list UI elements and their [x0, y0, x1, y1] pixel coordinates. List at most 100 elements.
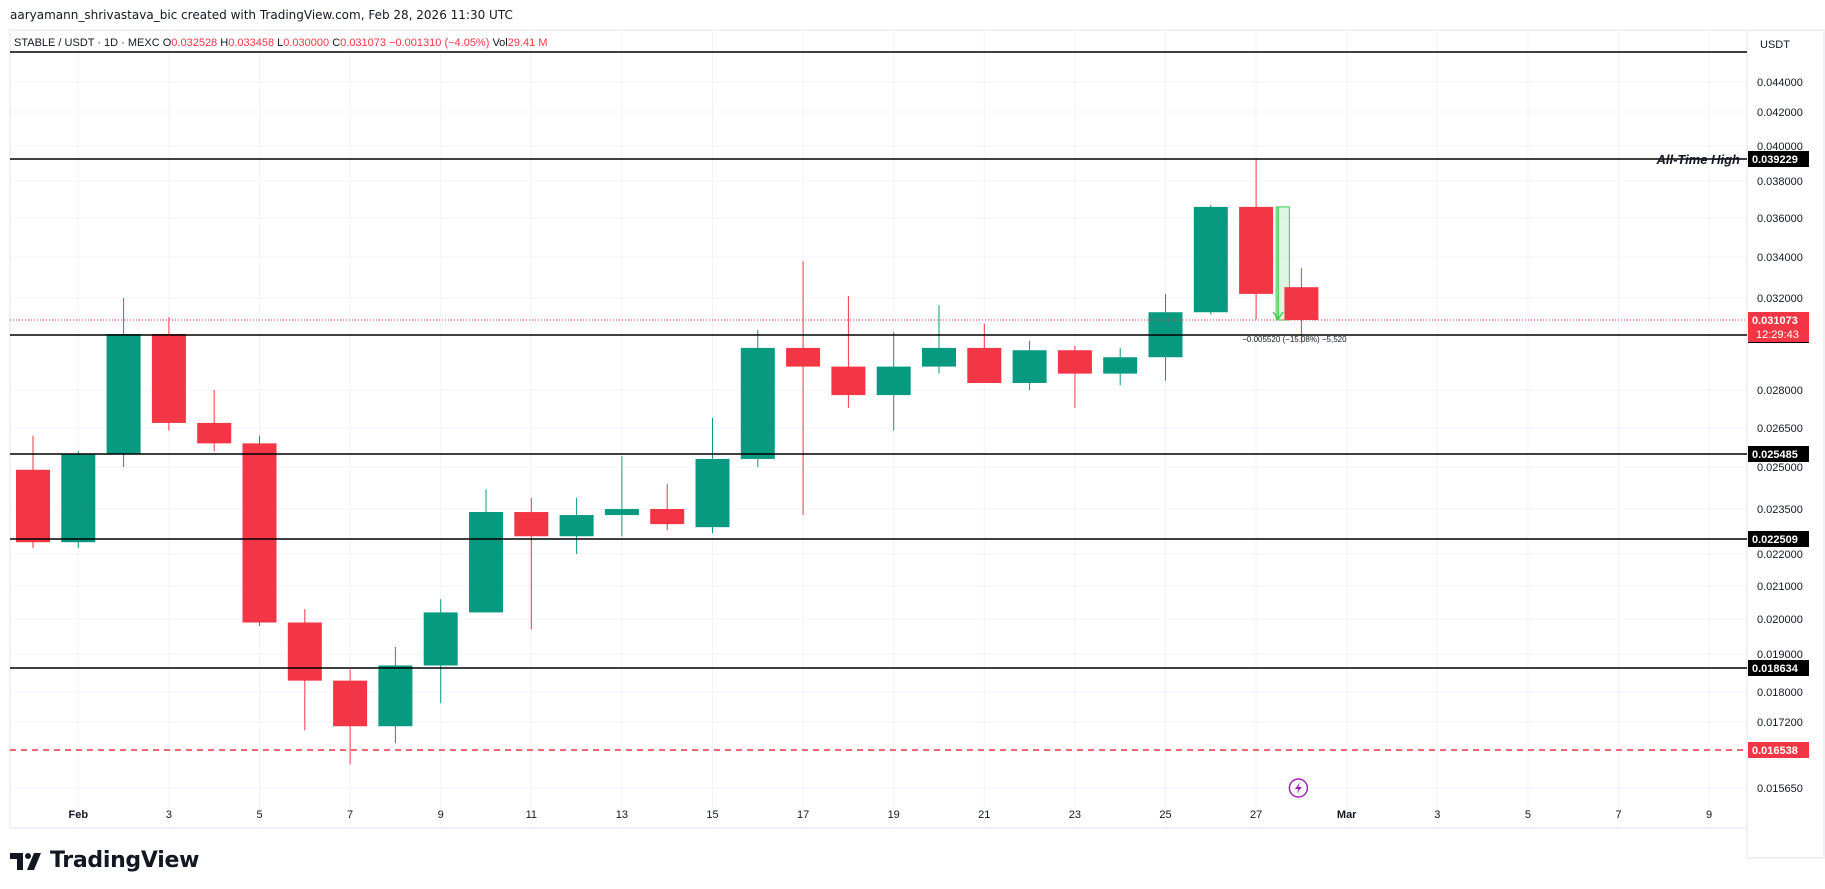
y-tick-label: 0.028000: [1757, 385, 1803, 397]
y-tick-label: 0.025000: [1757, 462, 1803, 474]
candle: [922, 305, 956, 374]
candle: [514, 497, 549, 630]
level-price-label: 0.016538: [1752, 745, 1798, 757]
high-label: H: [220, 37, 228, 49]
measure-arrow-head: [1272, 311, 1284, 321]
candle-body: [469, 512, 503, 613]
candle: [151, 316, 186, 431]
level-price-label: 0.025485: [1752, 449, 1798, 461]
countdown-label: 12:29:43: [1756, 329, 1799, 341]
x-tick-label: 25: [1159, 809, 1171, 821]
candle: [786, 261, 821, 516]
price-axis-frame: [1746, 29, 1825, 859]
candle-body: [1284, 287, 1319, 320]
candle-body: [423, 612, 458, 666]
x-tick-label: 7: [347, 809, 353, 821]
candle: [287, 609, 322, 731]
candle-body: [604, 509, 639, 516]
candle: [740, 329, 775, 467]
y-axis-ticks: 0.044000 0.042000 0.040000 0.038000 0.036000…: [1757, 77, 1803, 795]
tradingview-logo[interactable]: TradingView: [10, 848, 199, 873]
candle: [1239, 159, 1274, 320]
x-tick-label: 15: [706, 809, 718, 821]
high-value: 0.033458: [228, 37, 277, 49]
x-tick-label: 7: [1615, 809, 1621, 821]
y-tick-label: 0.022000: [1757, 549, 1803, 561]
close-label: C: [332, 37, 340, 49]
current-price-label: 0.031073: [1752, 315, 1798, 327]
candle: [1284, 268, 1319, 344]
candle-body: [16, 469, 50, 543]
level-price-label: 0.039229: [1752, 154, 1798, 166]
level-price-badge: [1748, 446, 1809, 462]
candle-body: [1193, 206, 1228, 313]
volume-label: Vol: [492, 37, 507, 49]
candle: [1193, 205, 1228, 315]
chart-credit: aaryamann_shrivastava_bic created with T…: [10, 8, 513, 22]
candle-body: [287, 622, 322, 681]
lightning-event-icon[interactable]: [1288, 778, 1309, 798]
level-price-badge: [1748, 742, 1809, 758]
y-tick-label: 0.018000: [1757, 687, 1803, 699]
candle: [16, 435, 50, 549]
ohlc-legend: STABLE / USDT · 1D · MEXC O0.032528 H0.0…: [14, 37, 547, 49]
y-tick-label: 0.023500: [1757, 504, 1803, 516]
candle-body: [922, 347, 956, 367]
candle-body: [695, 458, 730, 528]
current-price-badge: [1748, 312, 1809, 342]
level-price-badge: [1748, 531, 1809, 547]
low-value: 0.030000: [283, 37, 332, 49]
candle-body: [831, 366, 866, 396]
level-labels: 0.0392290.0303510.0254850.0225090.018634…: [1748, 151, 1809, 758]
candle: [650, 483, 685, 531]
x-tick-label: 5: [256, 809, 262, 821]
x-tick-label: 9: [1706, 809, 1712, 821]
low-label: L: [277, 37, 283, 49]
level-price-badge: [1748, 151, 1809, 167]
x-tick-label: 5: [1525, 809, 1531, 821]
y-tick-label: 0.040000: [1757, 141, 1803, 153]
candle: [695, 417, 730, 534]
candle-body: [242, 443, 277, 623]
levels: [10, 51, 1747, 751]
measure-label: −0.005520 (−15.08%) −5,520: [1242, 335, 1347, 344]
y-tick-label: 0.026500: [1757, 423, 1803, 435]
candle-body: [650, 509, 685, 525]
x-tick-label: 3: [166, 809, 172, 821]
y-tick-label: 0.044000: [1757, 77, 1803, 89]
y-tick-label: 0.019000: [1757, 649, 1803, 661]
y-tick-label: 0.021000: [1757, 581, 1803, 593]
y-tick-label: 0.017200: [1757, 717, 1803, 729]
y-tick-label: 0.020000: [1757, 614, 1803, 626]
volume-value: 29.41 M: [508, 37, 548, 49]
x-tick-label: 17: [797, 809, 809, 821]
candle-body: [514, 512, 549, 537]
y-tick-label: 0.015650: [1757, 783, 1803, 795]
tradingview-logo-text: TradingView: [50, 848, 200, 873]
candle-body: [106, 333, 141, 454]
candle: [106, 298, 141, 467]
y-tick-label: 0.034000: [1757, 252, 1803, 264]
x-tick-label: Mar: [1337, 809, 1357, 821]
x-tick-label: 9: [438, 809, 444, 821]
candle: [423, 599, 458, 704]
candle-body: [967, 347, 1002, 383]
x-tick-label: 23: [1069, 809, 1081, 821]
x-tick-label: Feb: [69, 809, 89, 821]
close-value: 0.031073: [340, 37, 389, 49]
y-tick-label: 0.038000: [1757, 176, 1803, 188]
open-value: 0.032528: [171, 37, 220, 49]
candle-body: [197, 422, 232, 444]
open-label: O: [163, 37, 172, 49]
candle: [559, 497, 594, 554]
candle-body: [333, 680, 368, 727]
candle-body: [1103, 357, 1138, 374]
candle: [197, 390, 232, 452]
x-tick-label: 13: [616, 809, 628, 821]
lightning-bolt: [1294, 782, 1302, 794]
candle-body: [876, 366, 911, 396]
y-tick-label: 0.032000: [1757, 293, 1803, 305]
candle-body: [378, 665, 413, 727]
candle-body: [1012, 350, 1047, 383]
